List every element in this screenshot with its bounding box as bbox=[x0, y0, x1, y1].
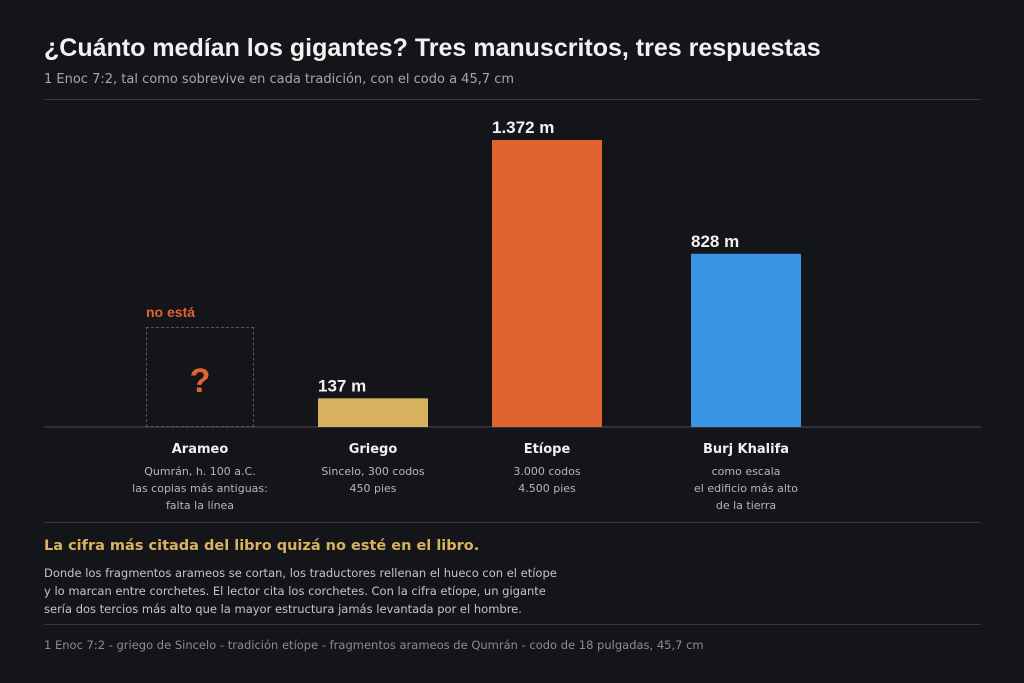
footer-sources: 1 Enoc 7:2 - griego de Sincelo - tradici… bbox=[44, 638, 704, 652]
category-label: Arameo bbox=[171, 442, 229, 457]
category-etiope: Etíope 3.000 codos 4.500 pies bbox=[447, 442, 647, 497]
bar-value-label: 137 m bbox=[318, 376, 366, 395]
category-description: Qumrán, h. 100 a.C. las copias más antig… bbox=[132, 465, 268, 512]
category-arameo: Arameo Qumrán, h. 100 a.C. las copias má… bbox=[100, 442, 300, 514]
category-description: Sincelo, 300 codos 450 pies bbox=[321, 465, 425, 495]
chart-subtitle: 1 Enoc 7:2, tal como sobrevive en cada t… bbox=[44, 72, 515, 87]
footer-divider bbox=[44, 624, 981, 625]
category-burj-khalifa: Burj Khalifa como escala el edificio más… bbox=[646, 442, 846, 514]
category-label: Etíope bbox=[523, 442, 571, 457]
category-label: Griego bbox=[348, 442, 398, 457]
callout-title: La cifra más citada del libro quizá no e… bbox=[44, 538, 480, 554]
category-label: Burj Khalifa bbox=[703, 442, 789, 457]
header-divider bbox=[44, 99, 981, 100]
chart-title: ¿Cuánto medían los gigantes? Tres manusc… bbox=[44, 34, 821, 62]
question-mark-icon: ? bbox=[189, 362, 211, 400]
callout-body: Donde los fragmentos arameos se cortan, … bbox=[44, 566, 557, 616]
bar-griego bbox=[318, 398, 428, 427]
section-divider bbox=[44, 522, 981, 523]
category-description: 3.000 codos 4.500 pies bbox=[513, 465, 581, 495]
category-description: como escala el edificio más alto de la t… bbox=[694, 465, 798, 512]
category-griego: Griego Sincelo, 300 codos 450 pies bbox=[273, 442, 473, 497]
bar-value-label: 828 m bbox=[691, 232, 739, 251]
missing-bar-placeholder bbox=[146, 327, 254, 427]
bar-value-label: 1.372 m bbox=[492, 118, 554, 137]
bar-burj-khalifa bbox=[691, 253, 801, 427]
missing-value-label: no está bbox=[146, 304, 196, 320]
bar-etíope bbox=[492, 140, 602, 427]
